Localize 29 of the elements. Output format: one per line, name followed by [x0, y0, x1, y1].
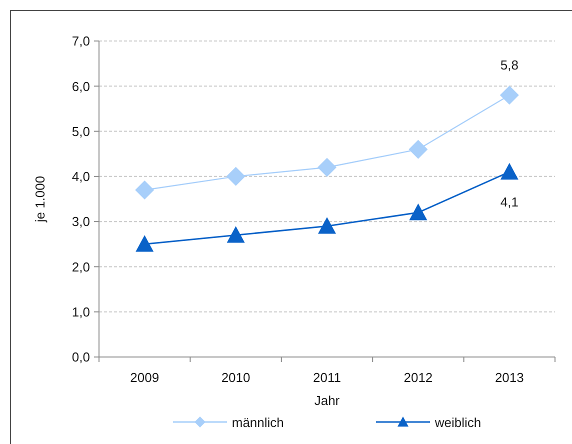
data-label: 4,1	[500, 194, 518, 210]
legend-label: weiblich	[434, 414, 482, 430]
y-tick-label: 4,0	[72, 169, 90, 184]
y-tick-label: 2,0	[72, 259, 90, 274]
point	[408, 140, 428, 159]
data-label: 5,8	[500, 58, 518, 73]
legend-label: männlich	[232, 414, 284, 430]
point	[409, 204, 428, 220]
point	[318, 217, 336, 234]
x-tick-label: 2012	[404, 370, 433, 385]
point	[226, 226, 245, 243]
x-tick-label: 2010	[221, 370, 250, 385]
x-tick-label: 2011	[313, 370, 341, 385]
x-tick-label: 2009	[130, 370, 160, 385]
point	[226, 166, 246, 186]
point	[500, 162, 518, 180]
y-axis-title: je 1.000	[32, 176, 48, 224]
x-axis-title: Jahr	[314, 393, 340, 408]
x-tick-label: 2013	[494, 370, 524, 385]
point	[136, 235, 154, 252]
y-tick-label: 0,0	[72, 350, 90, 365]
y-tick-label: 7,0	[72, 34, 90, 49]
point	[500, 86, 519, 105]
y-tick-label: 6,0	[72, 78, 90, 94]
y-tick-label: 1,0	[72, 304, 90, 320]
point	[318, 158, 336, 177]
y-tick-label: 5,0	[72, 124, 90, 139]
y-tick-label: 3,0	[72, 214, 90, 230]
point	[135, 180, 154, 200]
